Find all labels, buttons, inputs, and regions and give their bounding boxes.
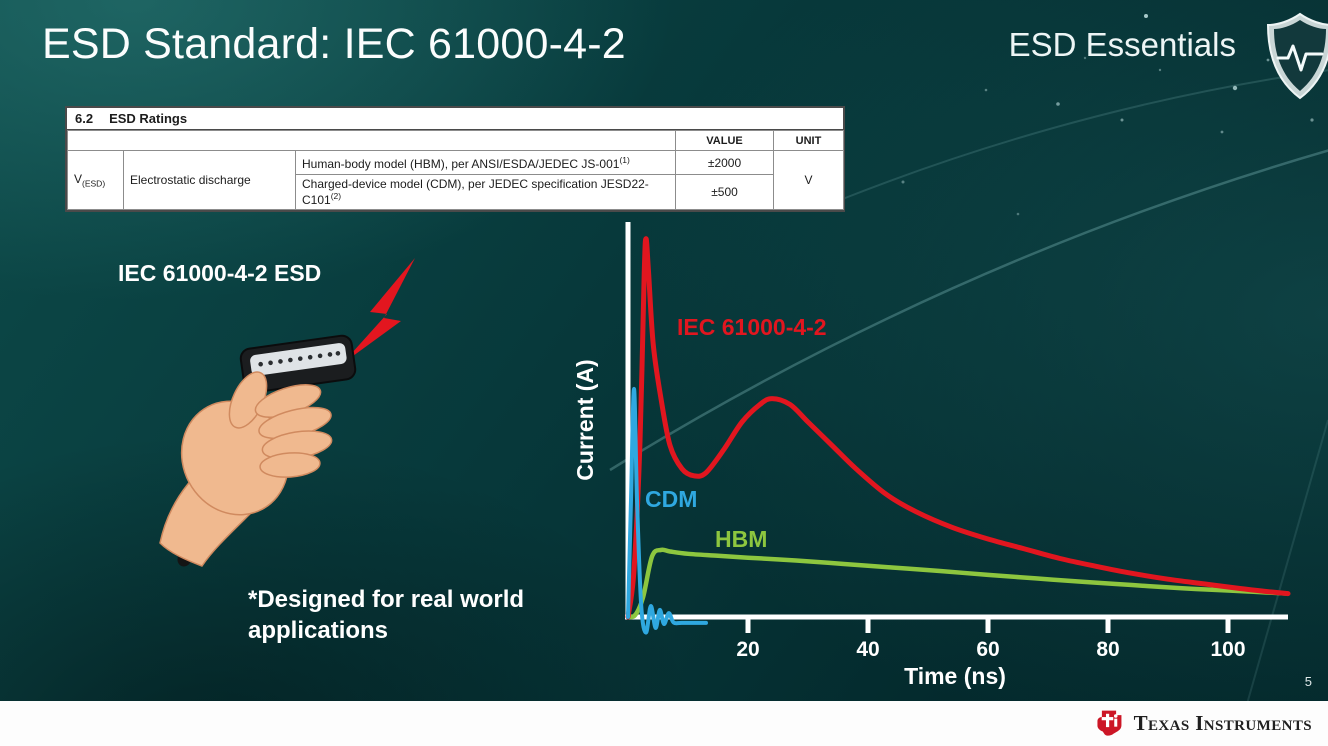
footnote: *Designed for real world applications [248,586,525,645]
x-axis-tick-label: 20 [736,638,759,661]
x-axis-tick-label: 80 [1096,638,1119,661]
x-axis-tick-label: 60 [976,638,999,661]
header-value: VALUE [675,130,775,151]
footer-bar: Texas Instruments [0,701,1328,746]
page-number: 5 [1304,674,1312,689]
table-caption: 6.2 ESD Ratings [67,108,843,130]
x-axis-tick-label: 40 [856,638,879,661]
chart-series [625,236,1291,635]
series-line-cdm [626,386,708,635]
series-label-cdm: CDM [645,486,697,512]
cdm-value-cell: ±500 [675,174,775,210]
footer-brand: Texas Instruments [1133,711,1312,735]
slide-title: ESD Standard: IEC 61000-4-2 [42,20,626,68]
ti-logo-icon [1097,710,1122,736]
series-brand: ESD Essentials [1008,26,1236,63]
header-unit: UNIT [773,130,845,151]
hbm-desc-cell: Human-body model (HBM), per ANSI/ESDA/JE… [294,150,677,175]
lightning-bolt-icon [342,258,415,364]
header-blank-cell [66,130,677,151]
section-number: 6.2 [75,111,94,126]
series-label-iec: IEC 61000-4-2 [677,314,827,340]
parameter-cell: Electrostatic discharge [123,150,296,210]
connector-caption: IEC 61000-4-2 ESD [118,260,322,286]
esd-ratings-table: 6.2 ESD Ratings VALUE UNIT V(ESD) Electr… [65,106,845,212]
x-axis-ticks: 20 40 60 80 100 [736,615,1246,661]
pulse-line-icon [1276,44,1324,72]
series-line-iec-61000-4-2 [625,236,1291,620]
hbm-value-cell: ±2000 [675,150,775,175]
series-line-hbm [625,547,1291,620]
section-title: ESD Ratings [109,111,188,126]
esd-waveform-chart: 20 40 60 80 100 Current (A) Time (ns) IEC 61… [572,222,1291,689]
y-axis-label: Current (A) [572,359,598,480]
hdmi-connector [239,334,357,394]
x-axis-label: Time (ns) [904,663,1006,689]
hand-connector-illustration [159,258,415,567]
esd-shield-icon [1266,12,1328,100]
x-axis-tick-label: 100 [1210,638,1245,661]
light-swoosh [609,69,1328,746]
hand [159,371,333,567]
table-row: V(ESD) Electrostatic discharge Human-bod… [67,150,845,210]
unit-cell: V [773,150,845,210]
table-row: Charged-device model (CDM), per JEDEC sp… [68,174,844,210]
series-label-hbm: HBM [715,526,767,552]
symbol-cell: V(ESD) [67,150,124,210]
table-header-row: VALUE UNIT [66,130,845,151]
cdm-desc-cell: Charged-device model (CDM), per JEDEC sp… [294,174,677,210]
